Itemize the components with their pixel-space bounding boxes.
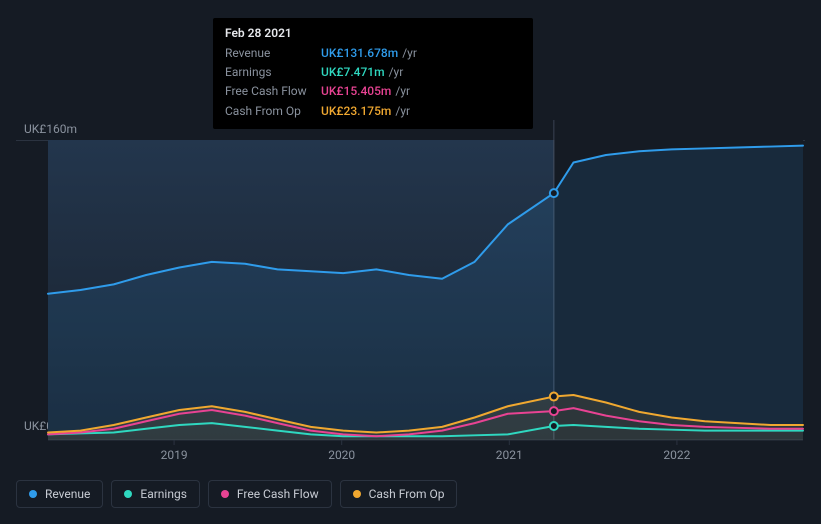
tooltip-row-value: UK£23.175m bbox=[321, 102, 391, 121]
tooltip-row-value: UK£7.471m bbox=[321, 63, 385, 82]
legend-item-fcf[interactable]: Free Cash Flow bbox=[208, 480, 332, 508]
legend-label: Revenue bbox=[45, 487, 90, 501]
y-axis-max-label: UK£160m bbox=[24, 122, 77, 136]
tooltip-row-unit: /yr bbox=[395, 82, 410, 101]
plot-area[interactable] bbox=[48, 140, 803, 440]
tooltip-row-label: Free Cash Flow bbox=[225, 82, 317, 101]
tooltip-row-unit: /yr bbox=[395, 102, 410, 121]
earnings-revenue-chart: UK£160m UK£0 Past Analysts Forecasts 201… bbox=[0, 0, 821, 524]
tooltip-row-unit: /yr bbox=[402, 44, 417, 63]
legend-dot-icon bbox=[124, 490, 132, 498]
tooltip-row: RevenueUK£131.678m/yr bbox=[225, 44, 521, 63]
tooltip-row-label: Earnings bbox=[225, 63, 317, 82]
legend-item-cfo[interactable]: Cash From Op bbox=[340, 480, 458, 508]
tooltip-row-label: Revenue bbox=[225, 44, 317, 63]
tooltip: Feb 28 2021 RevenueUK£131.678m/yrEarning… bbox=[213, 18, 533, 129]
legend-label: Earnings bbox=[140, 487, 187, 501]
tooltip-row: Cash From OpUK£23.175m/yr bbox=[225, 102, 521, 121]
legend: Revenue Earnings Free Cash Flow Cash From O… bbox=[16, 480, 457, 508]
tooltip-row: EarningsUK£7.471m/yr bbox=[225, 63, 521, 82]
x-tick: 2021 bbox=[496, 448, 523, 462]
x-tick: 2020 bbox=[328, 448, 355, 462]
legend-label: Cash From Op bbox=[369, 487, 445, 501]
legend-item-revenue[interactable]: Revenue bbox=[16, 480, 103, 508]
legend-dot-icon bbox=[221, 490, 229, 498]
tooltip-row-label: Cash From Op bbox=[225, 102, 317, 121]
tooltip-row-value: UK£131.678m bbox=[321, 44, 398, 63]
tooltip-row: Free Cash FlowUK£15.405m/yr bbox=[225, 82, 521, 101]
plot-svg bbox=[48, 140, 803, 440]
legend-label: Free Cash Flow bbox=[237, 487, 319, 501]
x-axis: 2019 2020 2021 2022 bbox=[48, 448, 803, 468]
legend-item-earnings[interactable]: Earnings bbox=[111, 480, 200, 508]
legend-dot-icon bbox=[29, 490, 37, 498]
tooltip-date: Feb 28 2021 bbox=[225, 26, 521, 40]
x-tick: 2022 bbox=[663, 448, 690, 462]
x-tick: 2019 bbox=[161, 448, 188, 462]
legend-dot-icon bbox=[353, 490, 361, 498]
tooltip-row-unit: /yr bbox=[389, 63, 404, 82]
tooltip-row-value: UK£15.405m bbox=[321, 82, 391, 101]
